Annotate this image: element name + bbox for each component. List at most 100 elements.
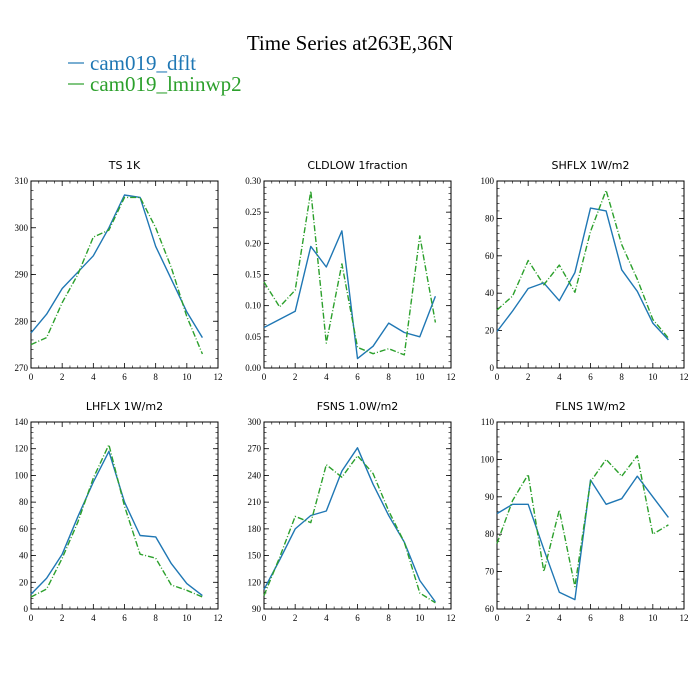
y-tick-label: 20 (19, 577, 29, 587)
x-tick-label: 10 (415, 372, 425, 382)
x-tick-label: 8 (619, 613, 624, 623)
x-tick-label: 12 (680, 613, 689, 623)
panel-1: TS 1K 0 2 4 6 8 10 12 270 280 290 300 310 (15, 159, 223, 382)
x-tick-label: 2 (293, 613, 298, 623)
series-line-lminwp2 (263, 455, 436, 604)
plot-frame (30, 421, 219, 610)
y-tick-label: 210 (248, 497, 262, 507)
series-line-lminwp2 (496, 455, 669, 588)
y-tick-label: 0.05 (245, 332, 261, 342)
y-tick-label: 80 (485, 529, 495, 539)
x-tick-label: 2 (60, 613, 65, 623)
x-tick-label: 10 (182, 372, 192, 382)
y-tick-label: 80 (485, 213, 495, 223)
x-tick-label: 4 (557, 372, 562, 382)
series-line-lminwp2 (263, 190, 437, 356)
panel-title: CLDLOW 1fraction (307, 159, 407, 172)
plot-frame (263, 421, 452, 610)
x-tick-label: 2 (526, 372, 531, 382)
x-tick-label: 0 (262, 613, 267, 623)
x-tick-label: 6 (588, 613, 593, 623)
y-tick-label: 60 (19, 524, 29, 534)
plot-frame (30, 180, 219, 369)
x-tick-label: 12 (680, 372, 689, 382)
y-tick-label: 80 (19, 497, 29, 507)
x-tick-label: 2 (526, 613, 531, 623)
legend-label-lminwp2: cam019_lminwp2 (90, 72, 242, 96)
series-line-dflt (496, 207, 669, 341)
legend-label-dflt: cam019_dflt (90, 51, 196, 75)
x-tick-label: 10 (415, 613, 425, 623)
x-tick-label: 4 (324, 613, 329, 623)
y-tick-label: 0.10 (245, 301, 261, 311)
y-tick-label: 0.20 (245, 238, 261, 248)
y-tick-label: 300 (248, 417, 262, 427)
y-tick-label: 140 (15, 417, 29, 427)
y-tick-label: 100 (15, 470, 29, 480)
y-tick-label: 0.30 (245, 176, 261, 186)
x-tick-label: 6 (355, 372, 360, 382)
x-tick-label: 12 (214, 372, 223, 382)
y-tick-label: 120 (15, 444, 29, 454)
panel-title: FSNS 1.0W/m2 (317, 400, 399, 413)
x-tick-label: 2 (293, 372, 298, 382)
y-tick-label: 290 (15, 270, 29, 280)
y-tick-label: 100 (481, 454, 495, 464)
figure-title: Time Series at263E,36N (247, 31, 453, 55)
x-tick-label: 2 (60, 372, 65, 382)
x-tick-label: 8 (386, 372, 391, 382)
series-line-dflt (30, 194, 203, 338)
y-tick-label: 270 (15, 363, 29, 373)
x-tick-label: 8 (153, 613, 158, 623)
y-tick-label: 310 (15, 176, 29, 186)
y-tick-label: 40 (485, 288, 495, 298)
panel-3: SHFLX 1W/m2 0 2 4 6 8 10 12 0 20 40 60 80 100 (481, 159, 689, 382)
x-tick-label: 0 (495, 372, 500, 382)
x-tick-label: 6 (355, 613, 360, 623)
panel-title: LHFLX 1W/m2 (86, 400, 163, 413)
panel-title: SHFLX 1W/m2 (551, 159, 629, 172)
legend: cam019_dflt cam019_lminwp2 (68, 51, 242, 96)
x-tick-label: 8 (386, 613, 391, 623)
y-tick-label: 40 (19, 551, 29, 561)
x-tick-label: 8 (619, 372, 624, 382)
panel-5: FSNS 1.0W/m2 0 2 4 6 8 10 12 90 120 150 180 210 240 27… (248, 400, 456, 623)
x-tick-label: 12 (447, 613, 456, 623)
x-tick-label: 4 (91, 372, 96, 382)
y-tick-label: 150 (248, 551, 262, 561)
x-tick-label: 6 (122, 372, 127, 382)
y-tick-label: 240 (248, 470, 262, 480)
panel-6: FLNS 1W/m2 0 2 4 6 8 10 12 60 70 80 90 100 110 (481, 400, 689, 623)
y-tick-label: 120 (248, 577, 262, 587)
x-tick-label: 10 (648, 372, 658, 382)
x-tick-label: 10 (182, 613, 192, 623)
y-tick-label: 280 (15, 316, 29, 326)
series-line-dflt (263, 447, 436, 603)
panel-2: CLDLOW 1fraction 0 2 4 6 8 10 12 0.00 0.05 0.10 0.1… (245, 159, 455, 382)
y-tick-label: 90 (252, 604, 262, 614)
y-tick-label: 20 (485, 326, 495, 336)
x-tick-label: 4 (557, 613, 562, 623)
x-tick-label: 0 (495, 613, 500, 623)
y-tick-label: 90 (485, 492, 495, 502)
y-tick-label: 0.00 (245, 363, 261, 373)
series-line-lminwp2 (30, 196, 204, 355)
x-tick-label: 0 (29, 372, 34, 382)
x-tick-label: 12 (447, 372, 456, 382)
y-tick-label: 70 (485, 567, 495, 577)
panel-title: TS 1K (108, 159, 141, 172)
y-tick-label: 270 (248, 444, 262, 454)
x-tick-label: 10 (648, 613, 658, 623)
y-tick-label: 60 (485, 604, 495, 614)
x-tick-label: 6 (122, 613, 127, 623)
y-tick-label: 0.25 (245, 207, 261, 217)
y-tick-label: 300 (15, 223, 29, 233)
y-tick-label: 0.15 (245, 270, 261, 280)
y-tick-label: 60 (485, 251, 495, 261)
plot-frame (263, 180, 452, 369)
series-line-dflt (496, 475, 669, 601)
plot-frame (496, 421, 685, 610)
x-tick-label: 0 (29, 613, 34, 623)
